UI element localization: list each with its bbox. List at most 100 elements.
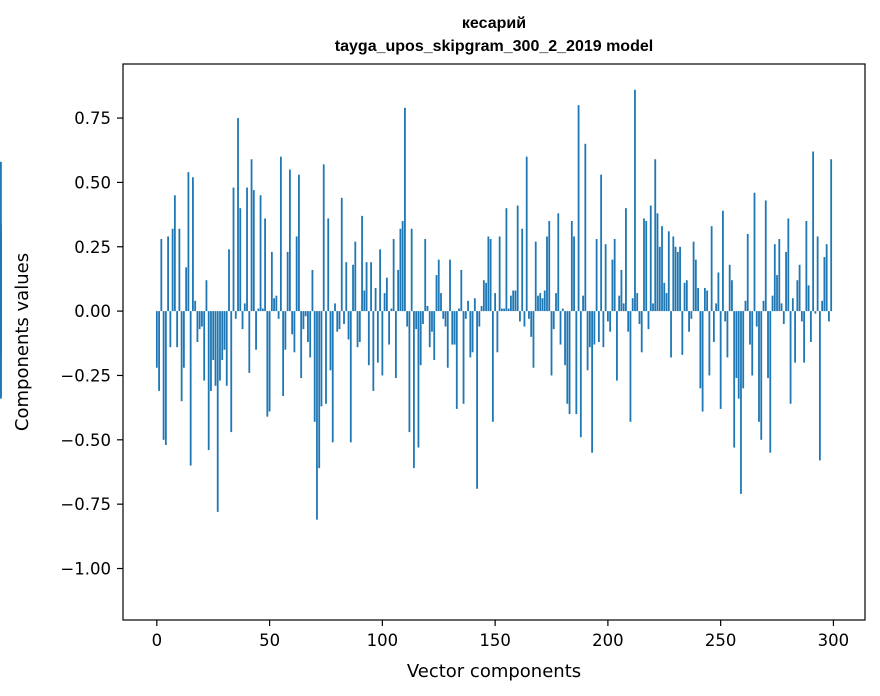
bar-234 (683, 282, 686, 312)
bar-210 (629, 311, 632, 422)
bar-82 (340, 197, 343, 312)
bar-169 (537, 295, 539, 312)
bar-231 (676, 251, 679, 312)
bar-89 (356, 311, 359, 348)
bar-9 (176, 311, 179, 348)
bar-223 (658, 246, 661, 312)
bar-153 (500, 308, 503, 312)
bar-191 (586, 311, 589, 371)
bar-90 (358, 311, 361, 342)
bar-26 (214, 311, 217, 386)
bar-228 (670, 311, 672, 358)
bar-137 (464, 311, 467, 319)
bar-6 (169, 311, 172, 348)
bar-21 (203, 311, 206, 381)
bar-47 (261, 308, 264, 312)
bar-143 (478, 311, 481, 327)
bar-1 (158, 311, 160, 391)
bar-227 (667, 231, 670, 312)
bar-198 (602, 311, 605, 348)
bar-75 (325, 311, 327, 404)
bar-297 (825, 244, 828, 312)
bar-175 (550, 311, 553, 376)
bar-51 (270, 251, 273, 312)
bar-181 (564, 311, 566, 366)
bar-3 (162, 311, 165, 440)
bar-212 (634, 89, 636, 312)
bar-87 (352, 264, 354, 312)
bar-239 (694, 259, 697, 312)
bar-246 (710, 226, 713, 312)
chart-subtitle: tayga_upos_skipgram_300_2_2019 model (335, 38, 653, 55)
bar-38 (241, 311, 244, 330)
bar-286 (800, 311, 803, 322)
bar-229 (672, 236, 675, 312)
bar-129 (446, 311, 449, 368)
bar-299 (830, 159, 833, 312)
bar-101 (383, 293, 386, 312)
bar-40 (246, 187, 248, 312)
bar-142 (476, 311, 478, 489)
bar-2 (160, 239, 163, 312)
bar-55 (279, 156, 282, 312)
bar-162 (521, 228, 524, 312)
bar-31 (225, 311, 228, 386)
bar-53 (275, 295, 278, 312)
bar-114 (413, 311, 415, 469)
bar-289 (807, 285, 810, 312)
bar-145 (482, 280, 485, 312)
bar-161 (519, 311, 521, 322)
bar-168 (534, 241, 537, 312)
bar-170 (539, 293, 542, 312)
bar-149 (491, 311, 494, 422)
bars-group (0, 89, 833, 520)
bar-102 (385, 277, 388, 312)
bar-224 (661, 226, 663, 312)
bar-134 (458, 308, 460, 312)
bar-124 (435, 275, 438, 312)
bar-190 (584, 143, 587, 312)
bar-32 (228, 249, 230, 312)
bar-176 (552, 311, 555, 330)
bar-156 (507, 308, 510, 312)
bar-110 (404, 107, 406, 312)
bar-221 (654, 159, 657, 312)
bar-34 (232, 187, 235, 312)
bar-258 (737, 311, 740, 399)
bar-279 (785, 251, 787, 312)
bar-195 (595, 239, 598, 312)
bar-46 (259, 195, 262, 312)
bar-192 (588, 311, 591, 348)
bar-262 (746, 233, 749, 312)
bar-220 (652, 303, 654, 312)
bar-241 (699, 311, 702, 389)
bar-154 (503, 308, 506, 312)
bar-136 (462, 311, 465, 404)
bar-115 (415, 311, 418, 330)
bar-116 (417, 311, 420, 448)
bar-15 (189, 311, 192, 466)
bar-288 (805, 221, 808, 312)
bar-268 (760, 311, 763, 440)
bar-248 (715, 303, 718, 312)
bar-80 (336, 311, 339, 332)
bar-132 (453, 311, 456, 345)
bar-95 (370, 262, 372, 312)
x-tick-label: 100 (367, 631, 399, 650)
bar-77 (329, 311, 332, 371)
bar-233 (681, 311, 684, 355)
y-tick-label: −0.50 (60, 431, 111, 450)
bar-144 (480, 305, 483, 312)
bar-263 (749, 311, 751, 345)
bar-8 (173, 195, 176, 312)
bar-219 (649, 205, 652, 312)
bar-159 (514, 290, 517, 312)
bar-72 (318, 311, 321, 469)
bar-122 (431, 311, 433, 332)
bar-273 (771, 295, 774, 312)
bar-252 (724, 311, 727, 322)
bar-121 (428, 311, 431, 348)
bar-16 (192, 177, 194, 312)
bar-174 (548, 221, 551, 312)
bar-91 (361, 215, 363, 312)
